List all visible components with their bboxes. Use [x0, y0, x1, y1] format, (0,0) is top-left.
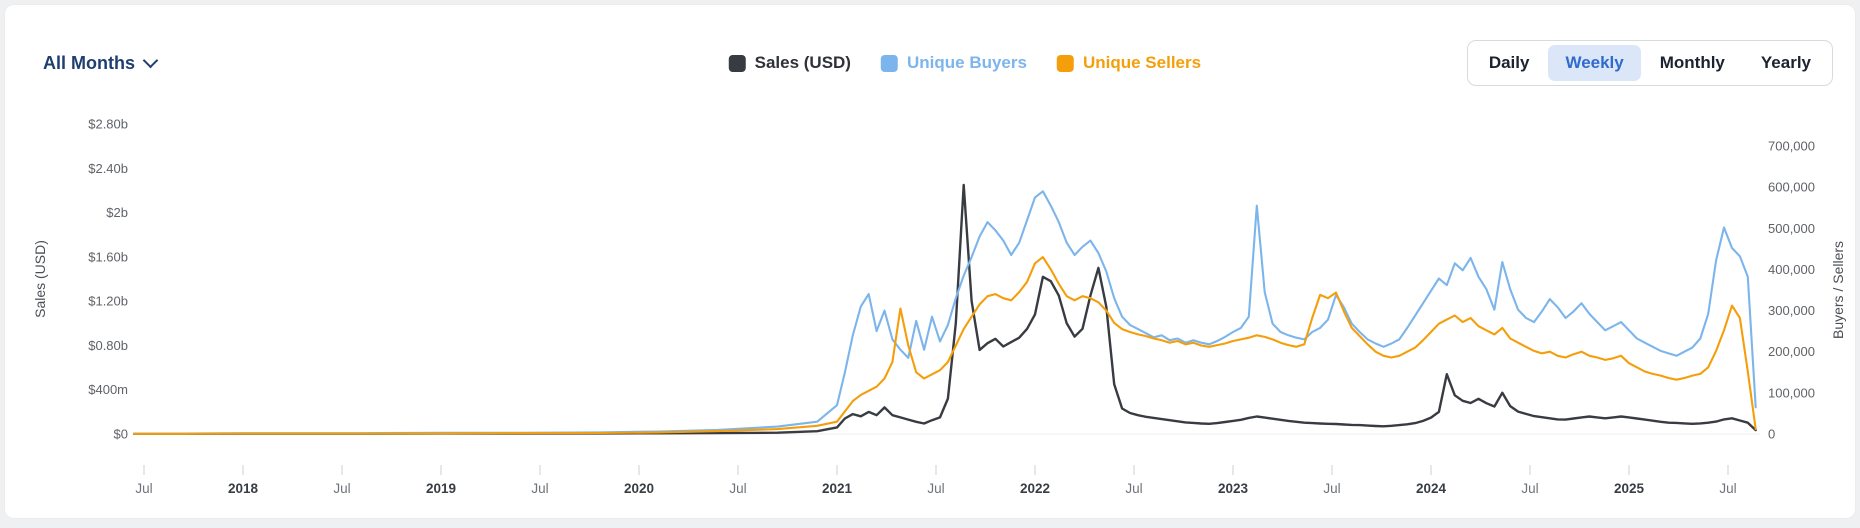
y-axis-left-title: Sales (USD) [32, 240, 48, 318]
months-filter-dropdown[interactable]: All Months [43, 53, 156, 74]
x-axis-tick-label: Jul [927, 481, 944, 496]
x-axis-tick-label: Jul [1323, 481, 1340, 496]
series-line-unique-sellers [134, 257, 1756, 434]
unique-buyers-swatch-icon [881, 55, 898, 72]
x-axis-tick-label: 2020 [624, 481, 654, 496]
x-axis-tick-label: 2018 [228, 481, 259, 496]
x-axis-tick-label: Jul [531, 481, 548, 496]
y-axis-left-tick-label: $2.80b [88, 117, 128, 132]
x-axis-tick-label: Jul [135, 481, 152, 496]
chart-card: All Months Sales (USD) Unique Buyers Uniqu… [4, 4, 1856, 519]
legend-item-unique-sellers[interactable]: Unique Sellers [1057, 53, 1201, 73]
x-axis-tick-label: Jul [1719, 481, 1736, 496]
y-axis-right-tick-label: 100,000 [1768, 385, 1815, 400]
y-axis-left-tick-label: $400m [88, 382, 128, 397]
y-axis-left-tick-label: $2b [106, 205, 128, 220]
y-axis-right-tick-label: 700,000 [1768, 139, 1815, 154]
x-axis-tick-label: 2021 [822, 481, 853, 496]
x-axis-tick-label: 2024 [1416, 481, 1447, 496]
y-axis-right-tick-label: 600,000 [1768, 180, 1815, 195]
legend-item-sales-usd[interactable]: Sales (USD) [729, 53, 851, 73]
y-axis-left-tick-label: $2.40b [88, 161, 128, 176]
interval-button-monthly[interactable]: Monthly [1643, 45, 1742, 81]
x-axis-tick-label: Jul [1125, 481, 1142, 496]
x-axis-tick-label: Jul [333, 481, 350, 496]
interval-button-weekly[interactable]: Weekly [1548, 45, 1640, 81]
y-axis-right-tick-label: 0 [1768, 427, 1775, 442]
legend-item-unique-buyers[interactable]: Unique Buyers [881, 53, 1027, 73]
y-axis-right-tick-label: 200,000 [1768, 344, 1815, 359]
chart-legend: Sales (USD) Unique Buyers Unique Sellers [729, 53, 1201, 73]
chevron-down-icon [143, 53, 159, 69]
y-axis-right-tick-label: 400,000 [1768, 262, 1815, 277]
interval-button-daily[interactable]: Daily [1472, 45, 1547, 81]
x-axis-tick-label: Jul [1521, 481, 1538, 496]
months-filter-label: All Months [43, 53, 135, 74]
y-axis-left-tick-label: $1.20b [88, 294, 128, 309]
interval-button-yearly[interactable]: Yearly [1744, 45, 1828, 81]
series-line-sales-usd [134, 185, 1756, 434]
x-axis-tick-label: 2025 [1614, 481, 1645, 496]
x-axis-tick-label: Jul [729, 481, 746, 496]
y-axis-left-tick-label: $0.80b [88, 338, 128, 353]
chart-header: All Months Sales (USD) Unique Buyers Uniqu… [43, 39, 1833, 87]
y-axis-left-tick-label: $0 [114, 427, 128, 442]
y-axis-right-tick-label: 500,000 [1768, 221, 1815, 236]
y-axis-left-tick-label: $1.60b [88, 249, 128, 264]
y-axis-right-title: Buyers / Sellers [1830, 241, 1846, 339]
x-axis-tick-label: 2023 [1218, 481, 1249, 496]
unique-sellers-swatch-icon [1057, 55, 1074, 72]
x-axis-tick-label: 2019 [426, 481, 456, 496]
legend-label: Unique Sellers [1083, 53, 1201, 73]
sales-usd-swatch-icon [729, 55, 746, 72]
legend-label: Unique Buyers [907, 53, 1027, 73]
legend-label: Sales (USD) [755, 53, 851, 73]
series-line-unique-buyers [134, 191, 1756, 433]
y-axis-right-tick-label: 300,000 [1768, 303, 1815, 318]
x-axis-tick-label: 2022 [1020, 481, 1050, 496]
